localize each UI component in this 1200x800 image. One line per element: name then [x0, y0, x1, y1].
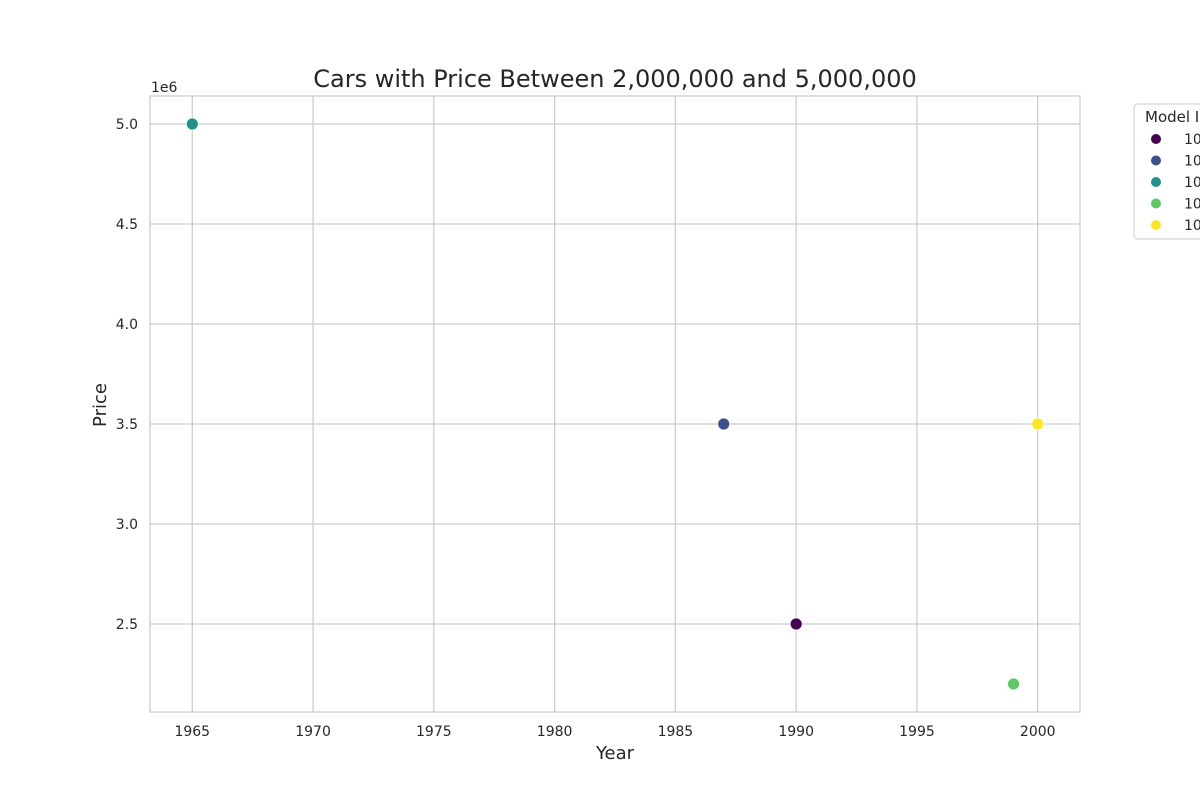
legend-marker — [1151, 177, 1161, 187]
x-tick-label: 1985 — [658, 724, 694, 740]
y-tick-label: 3.0 — [116, 517, 138, 533]
y-offset-label: 1e6 — [151, 80, 178, 96]
plot-frame — [149, 95, 1081, 713]
legend-marker — [1151, 134, 1161, 144]
x-tick-label: 1965 — [174, 724, 210, 740]
y-tick-label: 3.5 — [116, 417, 138, 433]
scatter-point — [1031, 417, 1045, 431]
scatter-point — [1007, 677, 1020, 691]
legend-title: Model I — [1145, 108, 1199, 126]
legend-label: 10 — [1184, 175, 1200, 191]
legend: Model I 10 10 10 10 10 — [1133, 103, 1200, 240]
tick-layer: 1965 1970 1975 1980 1985 1990 1995 2000 2.5 3.0 3.… — [116, 117, 1056, 740]
x-tick-label: 1980 — [537, 724, 573, 740]
y-axis-label: Price — [90, 383, 111, 427]
legend-label: 10 — [1184, 218, 1200, 234]
y-tick-label: 4.5 — [116, 217, 138, 233]
scatter-point — [185, 117, 199, 131]
point-layer — [185, 117, 1045, 691]
x-tick-label: 1970 — [295, 724, 331, 740]
legend-entries: 10 10 10 10 10 — [1151, 132, 1200, 234]
x-axis-label: Year — [595, 743, 635, 764]
legend-label: 10 — [1184, 154, 1200, 170]
grid-layer — [150, 96, 1080, 712]
x-tick-label: 1975 — [416, 724, 452, 740]
legend-marker — [1151, 198, 1161, 209]
chart-title: Cars with Price Between 2,000,000 and 5,… — [313, 65, 917, 93]
scatter-point — [789, 617, 803, 631]
y-tick-label: 5.0 — [116, 117, 138, 133]
legend-label: 10 — [1184, 197, 1200, 213]
legend-frame — [1133, 103, 1200, 240]
legend-label: 10 — [1184, 132, 1200, 148]
x-tick-label: 1990 — [778, 724, 814, 740]
legend-marker — [1151, 155, 1161, 166]
y-tick-label: 4.0 — [116, 317, 138, 333]
scatter-point — [717, 417, 731, 431]
x-tick-label: 2000 — [1020, 724, 1056, 740]
y-tick-label: 2.5 — [116, 617, 138, 633]
legend-marker — [1151, 220, 1161, 230]
x-tick-label: 1995 — [899, 724, 935, 740]
